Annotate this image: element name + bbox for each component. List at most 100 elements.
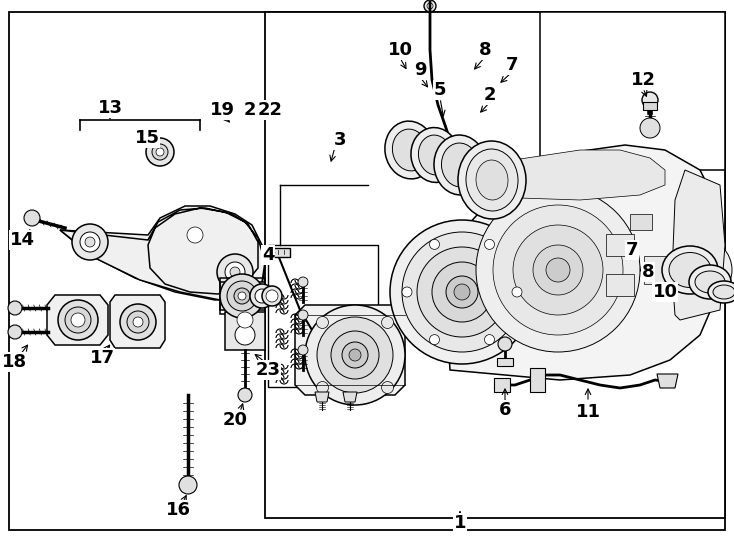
Ellipse shape bbox=[669, 253, 711, 287]
Ellipse shape bbox=[441, 143, 479, 187]
Circle shape bbox=[152, 144, 168, 160]
Ellipse shape bbox=[466, 149, 518, 211]
Circle shape bbox=[220, 274, 264, 318]
Polygon shape bbox=[9, 12, 725, 530]
Circle shape bbox=[230, 267, 240, 277]
Ellipse shape bbox=[418, 135, 451, 175]
Text: 10: 10 bbox=[653, 283, 677, 301]
Circle shape bbox=[512, 287, 522, 297]
Circle shape bbox=[237, 312, 253, 328]
Circle shape bbox=[484, 335, 495, 345]
Text: 19: 19 bbox=[209, 101, 234, 119]
Circle shape bbox=[432, 262, 492, 322]
Ellipse shape bbox=[662, 246, 718, 294]
Text: 10: 10 bbox=[388, 41, 413, 59]
Text: 2: 2 bbox=[484, 86, 496, 104]
Circle shape bbox=[72, 224, 108, 260]
Circle shape bbox=[454, 284, 470, 300]
Circle shape bbox=[382, 316, 393, 328]
Circle shape bbox=[546, 258, 570, 282]
Ellipse shape bbox=[476, 160, 508, 200]
Circle shape bbox=[446, 276, 478, 308]
Circle shape bbox=[262, 286, 282, 306]
Circle shape bbox=[513, 225, 603, 315]
Bar bbox=[643, 102, 657, 110]
Circle shape bbox=[234, 288, 250, 304]
Ellipse shape bbox=[689, 265, 731, 299]
Text: 7: 7 bbox=[626, 241, 639, 259]
Circle shape bbox=[120, 304, 156, 340]
Circle shape bbox=[8, 301, 22, 315]
Circle shape bbox=[533, 245, 583, 295]
Circle shape bbox=[382, 382, 393, 394]
Circle shape bbox=[298, 345, 308, 355]
Circle shape bbox=[133, 317, 143, 327]
Circle shape bbox=[127, 311, 149, 333]
Ellipse shape bbox=[713, 285, 734, 299]
Polygon shape bbox=[47, 295, 108, 345]
Circle shape bbox=[688, 258, 712, 282]
Circle shape bbox=[250, 284, 274, 308]
Text: 20: 20 bbox=[222, 411, 247, 429]
Circle shape bbox=[316, 316, 329, 328]
Polygon shape bbox=[60, 206, 265, 300]
Circle shape bbox=[65, 307, 91, 333]
Circle shape bbox=[225, 262, 245, 282]
Polygon shape bbox=[657, 374, 678, 388]
Ellipse shape bbox=[458, 141, 526, 219]
Ellipse shape bbox=[708, 281, 734, 303]
Circle shape bbox=[484, 239, 495, 249]
Circle shape bbox=[342, 342, 368, 368]
Circle shape bbox=[668, 238, 732, 302]
Text: 14: 14 bbox=[10, 231, 34, 249]
Text: 17: 17 bbox=[90, 349, 115, 367]
Polygon shape bbox=[220, 282, 265, 310]
Circle shape bbox=[179, 476, 197, 494]
Circle shape bbox=[58, 300, 98, 340]
Text: 15: 15 bbox=[134, 129, 159, 147]
Text: 1: 1 bbox=[454, 514, 466, 532]
Circle shape bbox=[235, 325, 255, 345]
Circle shape bbox=[298, 310, 308, 320]
Circle shape bbox=[402, 287, 412, 297]
Text: 12: 12 bbox=[631, 71, 655, 89]
Text: 21: 21 bbox=[244, 101, 269, 119]
Polygon shape bbox=[265, 12, 725, 518]
Circle shape bbox=[642, 92, 658, 108]
Circle shape bbox=[424, 0, 436, 12]
Circle shape bbox=[476, 188, 640, 352]
Circle shape bbox=[429, 335, 440, 345]
Text: 5: 5 bbox=[434, 81, 446, 99]
Circle shape bbox=[493, 205, 623, 335]
Circle shape bbox=[331, 331, 379, 379]
Text: 4: 4 bbox=[262, 246, 275, 264]
Polygon shape bbox=[494, 378, 510, 392]
Circle shape bbox=[146, 138, 174, 166]
Text: 6: 6 bbox=[498, 401, 512, 419]
Polygon shape bbox=[295, 305, 405, 395]
Ellipse shape bbox=[411, 127, 459, 183]
Polygon shape bbox=[540, 12, 725, 170]
Text: 3: 3 bbox=[334, 131, 346, 149]
Text: 9: 9 bbox=[414, 61, 426, 79]
Circle shape bbox=[156, 148, 164, 156]
Circle shape bbox=[71, 313, 85, 327]
Polygon shape bbox=[110, 295, 165, 348]
Polygon shape bbox=[343, 392, 357, 402]
Circle shape bbox=[390, 220, 534, 364]
Circle shape bbox=[217, 254, 253, 290]
Polygon shape bbox=[268, 248, 290, 257]
Circle shape bbox=[498, 337, 512, 351]
Polygon shape bbox=[445, 145, 718, 380]
Bar bbox=[630, 214, 652, 230]
Ellipse shape bbox=[434, 135, 486, 195]
Ellipse shape bbox=[393, 129, 428, 171]
Circle shape bbox=[238, 292, 246, 300]
Circle shape bbox=[349, 349, 361, 361]
Bar bbox=[606, 234, 634, 256]
Circle shape bbox=[305, 305, 405, 405]
Circle shape bbox=[317, 317, 393, 393]
Circle shape bbox=[255, 289, 269, 303]
Text: 8: 8 bbox=[642, 263, 654, 281]
Circle shape bbox=[678, 248, 722, 292]
